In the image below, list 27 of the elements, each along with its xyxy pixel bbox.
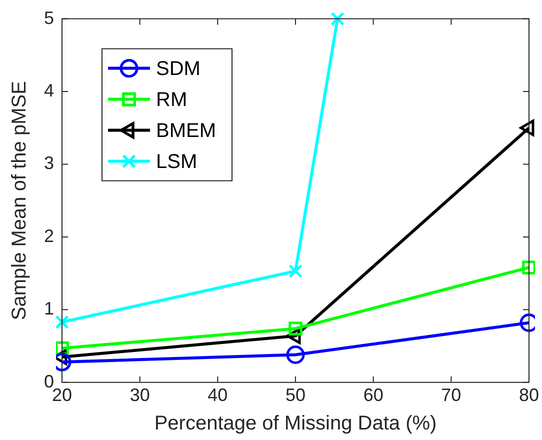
legend-label: BMEM [156, 120, 216, 142]
x-tick-label: 20 [52, 385, 72, 406]
point [330, 12, 344, 26]
x-tick-label: 80 [518, 385, 540, 406]
legend-label: LSM [156, 150, 198, 173]
x-axis-title: Percentage of Missing Data (%) [154, 412, 437, 435]
y-tick-label: 5 [44, 8, 54, 28]
y-tick-label: 0 [44, 371, 54, 392]
x-tick-label: 40 [208, 385, 228, 406]
y-tick-label: 4 [44, 80, 54, 100]
y-tick-label: 2 [44, 226, 54, 246]
point [520, 314, 535, 332]
legend-label: SDM [156, 58, 200, 80]
x-tick-label: 30 [130, 385, 150, 406]
point [56, 315, 69, 329]
point [522, 260, 535, 274]
point [288, 322, 302, 336]
x-tick-label: 70 [441, 385, 462, 406]
legend-label: RM [156, 88, 188, 111]
point [288, 264, 302, 278]
y-tick-label: 1 [44, 298, 54, 319]
x-tick-label: 60 [363, 385, 384, 406]
point [520, 120, 534, 136]
x-tick-label: 50 [285, 385, 306, 406]
y-tick-label: 3 [44, 153, 54, 174]
y-axis-title: Sample Mean of the pMSE [8, 81, 31, 320]
point [56, 352, 72, 372]
